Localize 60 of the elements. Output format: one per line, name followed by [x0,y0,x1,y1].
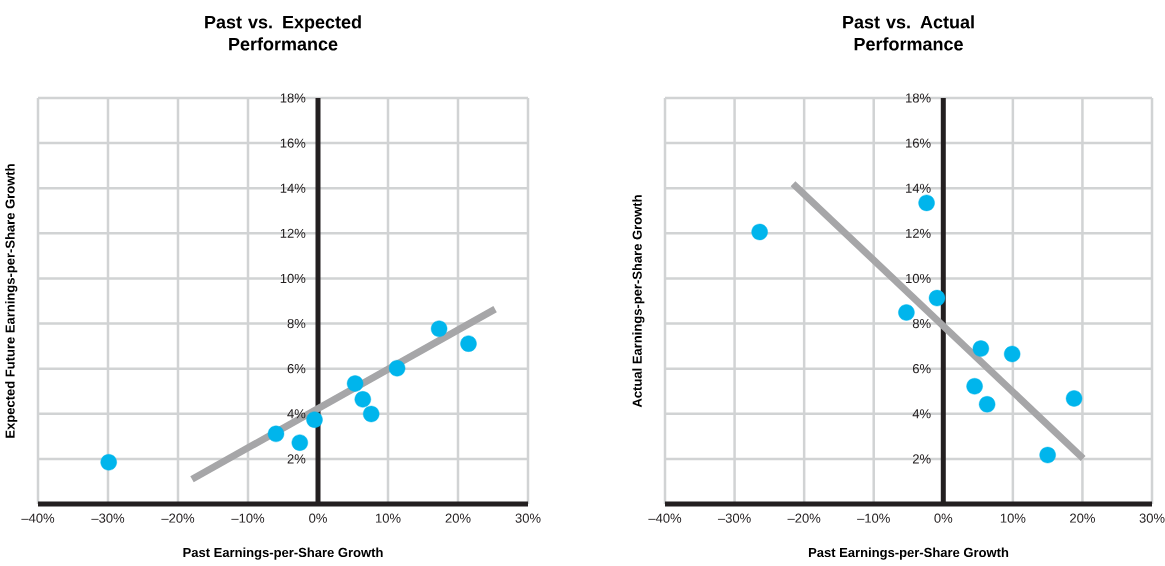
x-tick-label: –20% [787,513,821,523]
y-tick-label: 10% [280,273,306,284]
chart-title: Past vs. Expected Performance [205,15,361,51]
point [267,425,285,443]
point [751,223,768,241]
x-tick-label: –40% [648,513,682,523]
point [1065,390,1083,407]
point [1003,345,1021,363]
y-tick-label: 10% [906,273,931,284]
y-tick-label: 2% [912,454,931,464]
y-tick-label: 6% [912,364,931,374]
y-tick-label: 4% [287,409,306,419]
x-tick-label: –40% [21,513,55,523]
x-tick-label: 30% [515,513,541,523]
x-tick-label: 10% [375,513,401,523]
chart-title: Past vs. Actual Performance [843,15,974,51]
x-tick-label: 20% [1070,513,1095,523]
x-tick-label: –10% [857,513,890,523]
point [460,335,477,352]
point [306,411,323,428]
point [354,391,371,408]
point [928,289,946,307]
y-axis-title: Actual Earnings-per-Share Growth [632,195,645,408]
x-tick-label: 30% [1139,513,1165,523]
point [966,378,983,395]
y-tick-label: 14% [280,183,306,193]
x-tick-label: –10% [231,513,265,523]
x-axis-title: Past Earnings-per-Share Growth [183,547,383,560]
point [291,434,308,451]
point [100,454,117,471]
y-tick-label: 12% [906,228,931,238]
y-tick-label: 12% [280,228,306,238]
point [388,360,406,377]
y-tick-label: 8% [287,318,306,329]
x-tick-label: 0% [934,513,953,523]
x-tick-label: –30% [91,513,125,523]
point [898,304,915,321]
y-tick-label: 14% [906,183,931,193]
point [918,194,935,212]
point [430,320,448,337]
point [363,405,380,423]
x-tick-label: 10% [1000,513,1026,523]
x-tick-label: 20% [445,513,471,523]
x-axis-title: Past Earnings-per-Share Growth [808,547,1009,560]
x-tick-label: –30% [717,513,751,523]
point [1039,446,1056,464]
y-axis-title: Expected Future Earnings-per-Share Growth [5,164,18,438]
y-tick-label: 4% [912,409,931,419]
x-tick-label: 0% [309,513,327,523]
y-tick-label: 16% [280,138,306,148]
y-tick-label: 2% [287,454,306,464]
y-tick-label: 16% [906,138,931,148]
point [972,340,990,357]
y-tick-label: 18% [280,93,306,103]
point [346,375,364,392]
x-tick-label: –20% [161,513,195,523]
point [978,396,996,413]
y-tick-label: 6% [287,364,306,374]
y-tick-label: 8% [912,318,931,329]
y-tick-label: 18% [906,93,931,103]
